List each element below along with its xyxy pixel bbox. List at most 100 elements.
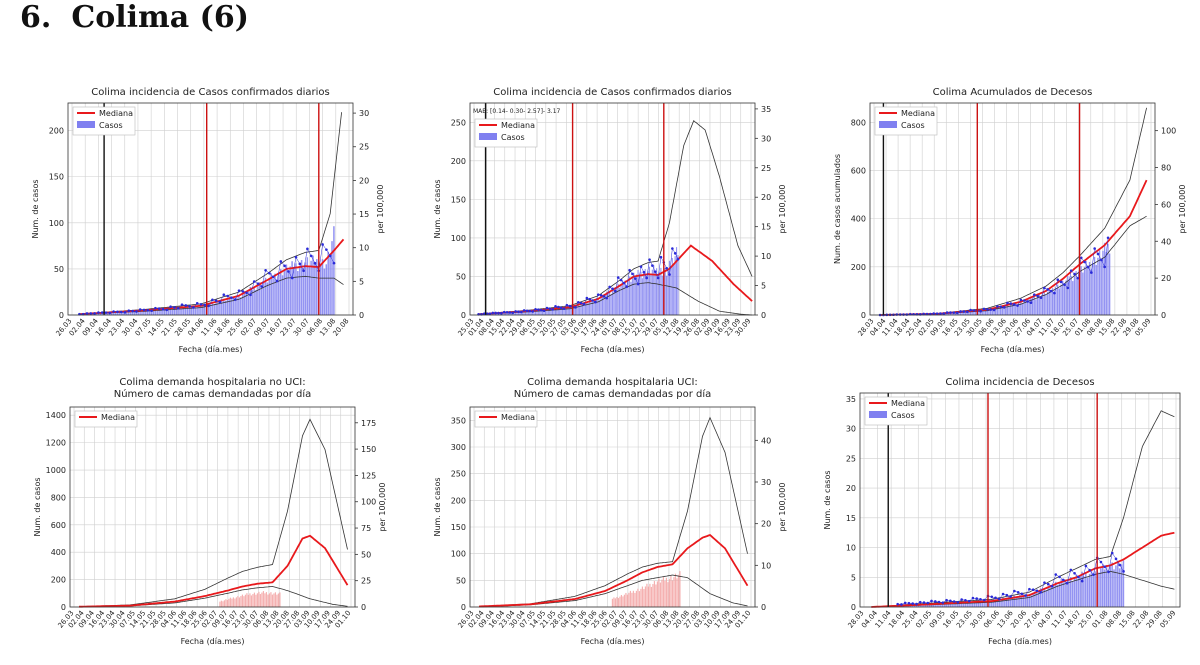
data-bar [534,310,537,315]
case-point [922,312,925,316]
data-bar [601,295,604,315]
case-point [922,601,926,604]
case-connector [291,257,297,279]
data-bar [563,308,565,315]
data-bar [259,282,261,315]
section-title: Colima (6) [71,0,249,35]
case-point [112,310,115,313]
data-bar [1002,597,1004,607]
data-bar [641,586,644,607]
chart-title: Número de camas demandadas por día [114,388,312,400]
data-bar [517,312,519,315]
case-point [142,308,146,312]
data-bar [258,591,260,607]
data-bar [668,260,670,315]
case-point [1046,288,1050,291]
data-bar [973,311,975,315]
data-bar [621,280,623,315]
case-point [93,312,96,315]
data-bar [983,600,985,607]
data-bar [640,588,642,607]
data-bar [333,226,335,315]
data-bar [614,598,617,607]
data-bar [557,308,559,315]
data-bar [1098,572,1100,607]
data-bar [325,264,328,315]
case-point [964,598,967,602]
data-bar [249,286,252,315]
data-bar [596,300,598,315]
data-bar [981,310,983,315]
data-bar [143,311,145,315]
data-bar [650,586,653,607]
chart-title: Colima incidencia de Casos confirmados d… [493,87,731,98]
y2-axis-label: per 100,000 [376,185,385,234]
y-tick-label: 1200 [46,439,66,448]
case-connector [637,266,642,285]
data-bar [559,307,561,315]
y-axis-label: Num. de casos acumulados [833,154,842,264]
y-tick-label: 0 [461,603,466,612]
data-bar [1068,280,1071,315]
case-connector [1067,270,1072,288]
y-tick-label: 25 [846,454,856,463]
data-bar [674,256,676,315]
data-bar [530,311,532,315]
case-point [245,291,248,295]
data-bar [643,589,645,607]
data-bar [1064,579,1066,607]
data-bar [145,310,147,315]
case-point [972,309,976,312]
y-tick-label: 0 [861,311,866,320]
data-bar [1048,288,1050,315]
data-bar [1065,280,1067,315]
case-connector [250,281,255,295]
data-bar [510,312,512,315]
y2-tick-label: 5 [761,282,766,291]
case-connector [1091,248,1095,273]
data-bar [616,287,618,315]
data-bar [618,287,621,315]
data-bar [996,598,999,607]
data-bar [230,299,233,315]
data-bar [673,577,675,607]
data-bar [141,311,143,315]
data-bar [671,580,674,607]
data-bar [502,313,504,315]
data-bar [549,309,551,315]
case-point [949,599,952,603]
data-bar [1020,302,1022,315]
data-bar [1107,243,1109,315]
data-bar [637,270,639,315]
data-bar [1097,257,1099,315]
data-bar [1009,598,1012,607]
data-bar [237,595,239,607]
y2-tick-label: 30 [761,134,771,143]
lower-band-line [78,586,348,608]
data-bar [977,599,980,607]
data-bar [264,593,266,607]
data-bar [638,591,641,607]
data-bar [954,312,957,315]
data-bar [984,310,987,315]
legend-label: Casos [501,133,525,142]
case-point [1039,590,1043,594]
data-bar [949,601,952,607]
data-bar [1008,306,1010,315]
data-bar [660,267,662,315]
data-bar [321,259,324,315]
data-bar [526,311,528,315]
y-tick-label: 250 [451,118,466,127]
case-point [653,270,657,273]
data-bar [1023,301,1025,315]
data-bar [560,308,562,315]
legend-box [474,410,538,428]
data-bar [1055,288,1057,315]
data-bar [1030,297,1032,315]
y2-axis-label: per 100,000 [378,483,387,532]
data-bar [1069,577,1072,607]
data-bar [603,297,605,315]
data-bar [167,309,170,315]
data-bar [606,291,608,315]
legend-box [74,410,138,428]
